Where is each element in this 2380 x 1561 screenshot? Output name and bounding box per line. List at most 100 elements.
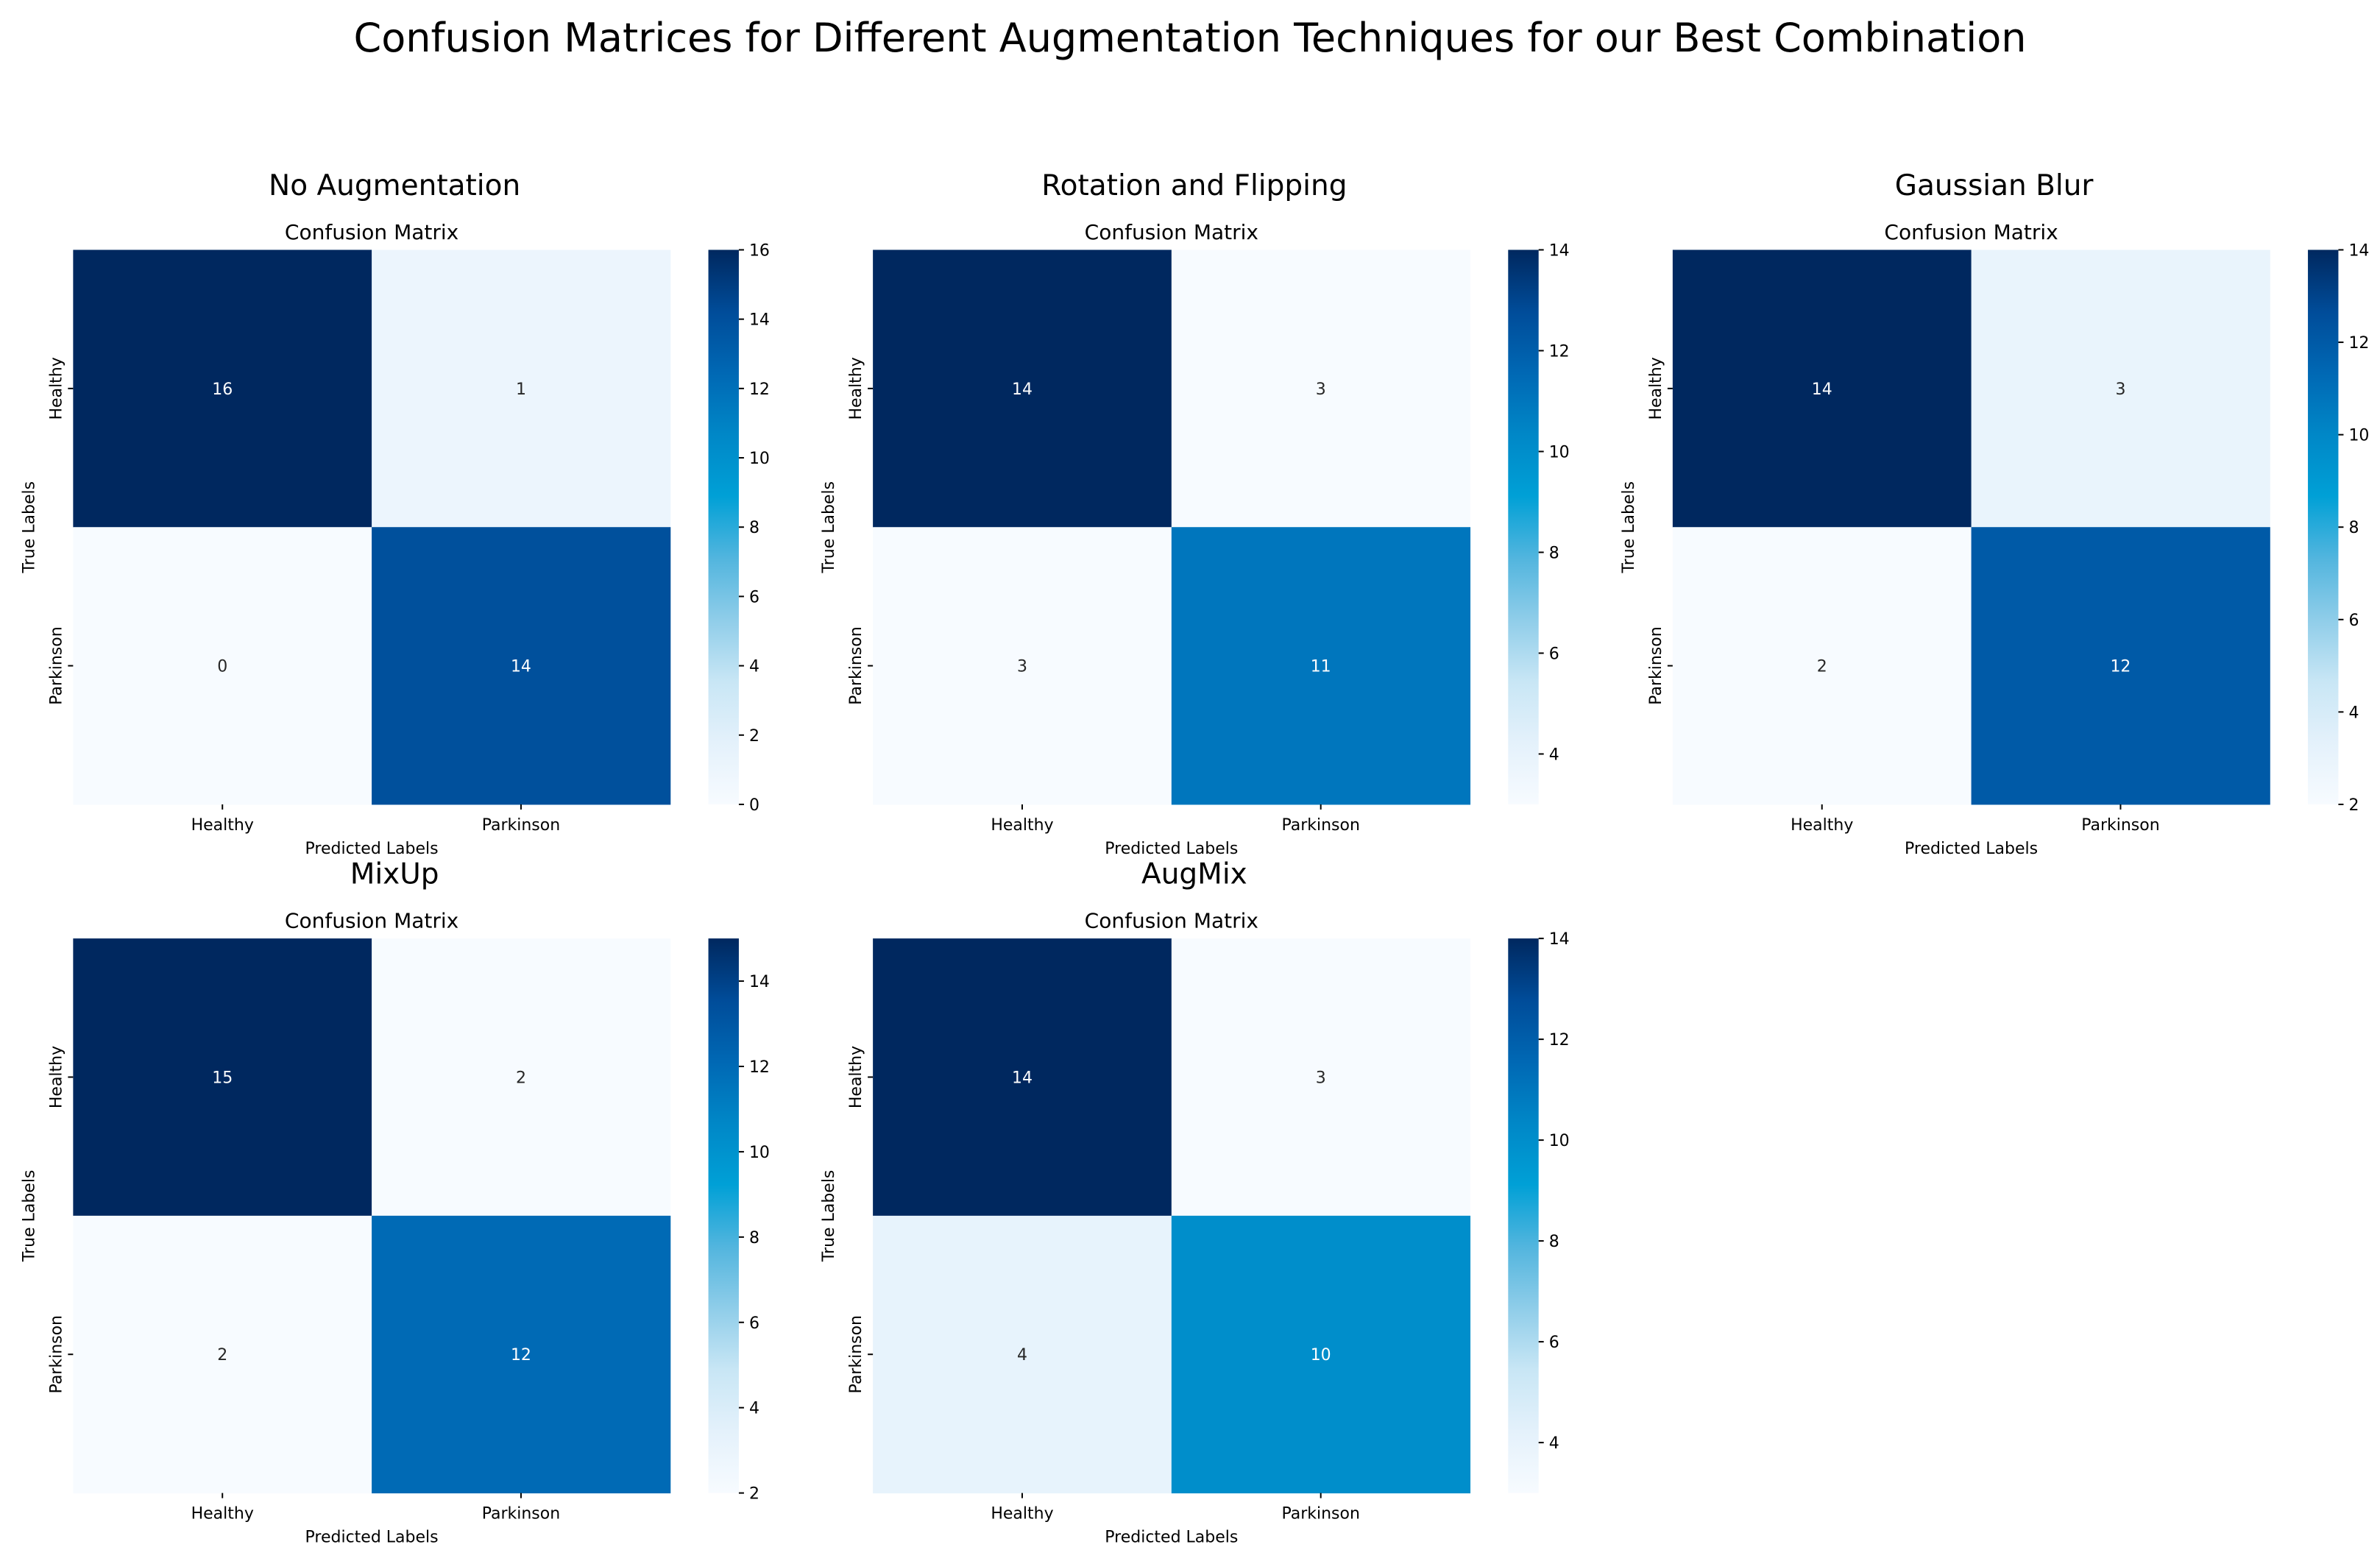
x-tick-label: Healthy — [991, 816, 1053, 835]
panel-title: Gaussian Blur — [1895, 169, 2094, 202]
colorbar-tick-label: 2 — [749, 1485, 759, 1504]
cell-value-label: 1 — [516, 380, 526, 399]
heatmap-cell — [873, 249, 1172, 528]
cell-value-label: 11 — [1311, 658, 1331, 676]
colorbar-tick-label: 4 — [749, 1400, 759, 1418]
figure-title: Confusion Matrices for Different Augment… — [354, 15, 2027, 61]
heatmap-cell — [1971, 527, 2270, 805]
heatmap-cell — [873, 938, 1172, 1217]
colorbar-tick-label: 12 — [1549, 342, 1570, 361]
colorbar-tick-label: 14 — [749, 973, 770, 991]
cell-value-label: 4 — [1017, 1346, 1027, 1364]
x-tick-label: Parkinson — [1281, 1505, 1359, 1523]
x-axis-label: Predicted Labels — [1105, 1529, 1238, 1547]
matrix-title: Confusion Matrix — [1884, 220, 2058, 244]
x-tick-label: Parkinson — [1281, 816, 1359, 835]
colorbar-tick-label: 8 — [2348, 519, 2359, 537]
colorbar-tick-label: 8 — [749, 1229, 759, 1247]
colorbar-tick-label: 4 — [1549, 746, 1559, 764]
heatmap-cell — [372, 1215, 671, 1494]
cell-value-label: 3 — [1316, 380, 1326, 399]
cell-value-label: 14 — [511, 658, 531, 676]
x-tick-label: Healthy — [991, 1505, 1053, 1523]
y-tick-label: Healthy — [47, 357, 65, 420]
colorbar-tick-label: 8 — [1549, 544, 1559, 562]
heatmap-cell — [873, 527, 1172, 805]
colorbar-tick-label: 10 — [749, 1144, 770, 1162]
y-axis-label: True Labels — [1620, 481, 1638, 574]
x-axis-label: Predicted Labels — [305, 1529, 439, 1547]
y-tick-label: Healthy — [847, 1046, 865, 1108]
y-tick-label: Healthy — [847, 357, 865, 420]
confusion-matrix-panel: MixUp Confusion Matrix 15 2 2 12 Healthy Parkin… — [20, 858, 770, 1547]
colorbar-tick-label: 10 — [1549, 1132, 1570, 1150]
colorbar-tick-label: 4 — [2348, 704, 2359, 722]
colorbar-tick-label: 6 — [749, 588, 759, 606]
heatmap-cell — [873, 1215, 1172, 1494]
colorbar-tick-label: 10 — [2348, 427, 2369, 445]
y-axis-label: True Labels — [820, 481, 838, 574]
colorbar-tick-label: 6 — [1549, 645, 1559, 663]
x-tick-label: Healthy — [191, 1505, 254, 1523]
heatmap-cell — [1971, 249, 2270, 528]
heatmap-cell — [372, 527, 671, 805]
y-tick-label: Healthy — [1647, 357, 1665, 420]
y-tick-label: Parkinson — [847, 626, 865, 704]
cell-value-label: 3 — [1316, 1069, 1326, 1087]
confusion-matrix-panel: Gaussian Blur Confusion Matrix 14 3 2 12 Healt… — [1620, 169, 2370, 858]
colorbar-tick-label: 12 — [749, 380, 770, 399]
x-axis-label: Predicted Labels — [305, 840, 439, 858]
y-axis-label: True Labels — [820, 1170, 838, 1263]
heatmap-cell — [1171, 249, 1471, 528]
colorbar — [2308, 249, 2339, 804]
colorbar-tick-label: 10 — [749, 450, 770, 468]
heatmap-cell — [1171, 1215, 1471, 1494]
heatmap-cell — [372, 249, 671, 528]
cell-value-label: 3 — [1017, 658, 1027, 676]
y-tick-label: Healthy — [47, 1046, 65, 1108]
colorbar-tick-label: 6 — [749, 1314, 759, 1333]
heatmap-cell — [372, 938, 671, 1217]
confusion-matrix-panel: Rotation and Flipping Confusion Matrix 14 3… — [820, 169, 1570, 858]
heatmap-cell — [73, 527, 372, 805]
heatmap-cell — [73, 938, 372, 1217]
colorbar-tick-label: 6 — [2348, 612, 2359, 630]
cell-value-label: 12 — [2110, 658, 2131, 676]
matrix-title: Confusion Matrix — [285, 909, 458, 933]
colorbar-tick-label: 6 — [1549, 1334, 1559, 1352]
colorbar-tick-label: 14 — [1549, 241, 1570, 260]
panel-title: No Augmentation — [269, 169, 520, 202]
x-tick-label: Parkinson — [482, 1505, 560, 1523]
x-tick-label: Parkinson — [482, 816, 560, 835]
heatmap-cell — [1672, 527, 1972, 805]
colorbar-tick-label: 8 — [749, 519, 759, 537]
colorbar-tick-label: 14 — [1549, 930, 1570, 949]
y-axis-label: True Labels — [20, 1170, 38, 1263]
cell-value-label: 12 — [511, 1346, 531, 1364]
cell-value-label: 10 — [1311, 1346, 1331, 1364]
cell-value-label: 16 — [212, 380, 233, 399]
heatmap-cell — [1171, 938, 1471, 1217]
heatmap-cell — [73, 1215, 372, 1494]
x-tick-label: Healthy — [1791, 816, 1853, 835]
cell-value-label: 14 — [1012, 380, 1033, 399]
cell-value-label: 0 — [217, 658, 227, 676]
cell-value-label: 2 — [516, 1069, 526, 1087]
colorbar-tick-label: 12 — [1549, 1031, 1570, 1049]
confusion-matrix-panel: AugMix Confusion Matrix 14 3 4 10 Healthy Parki… — [820, 858, 1570, 1547]
y-tick-label: Parkinson — [47, 626, 65, 704]
colorbar — [708, 938, 739, 1493]
panel-title: MixUp — [350, 858, 439, 891]
colorbar-tick-label: 4 — [749, 658, 759, 676]
colorbar-tick-label: 12 — [2348, 334, 2369, 353]
colorbar — [1508, 249, 1539, 804]
x-axis-label: Predicted Labels — [1105, 840, 1238, 858]
colorbar-tick-label: 2 — [2348, 796, 2359, 815]
cell-value-label: 15 — [212, 1069, 233, 1087]
colorbar-tick-label: 14 — [749, 311, 770, 330]
y-tick-label: Parkinson — [1647, 626, 1665, 704]
matrix-title: Confusion Matrix — [1085, 909, 1258, 933]
heatmap-cell — [1171, 527, 1471, 805]
cell-value-label: 2 — [1817, 658, 1827, 676]
cell-value-label: 2 — [217, 1346, 227, 1364]
